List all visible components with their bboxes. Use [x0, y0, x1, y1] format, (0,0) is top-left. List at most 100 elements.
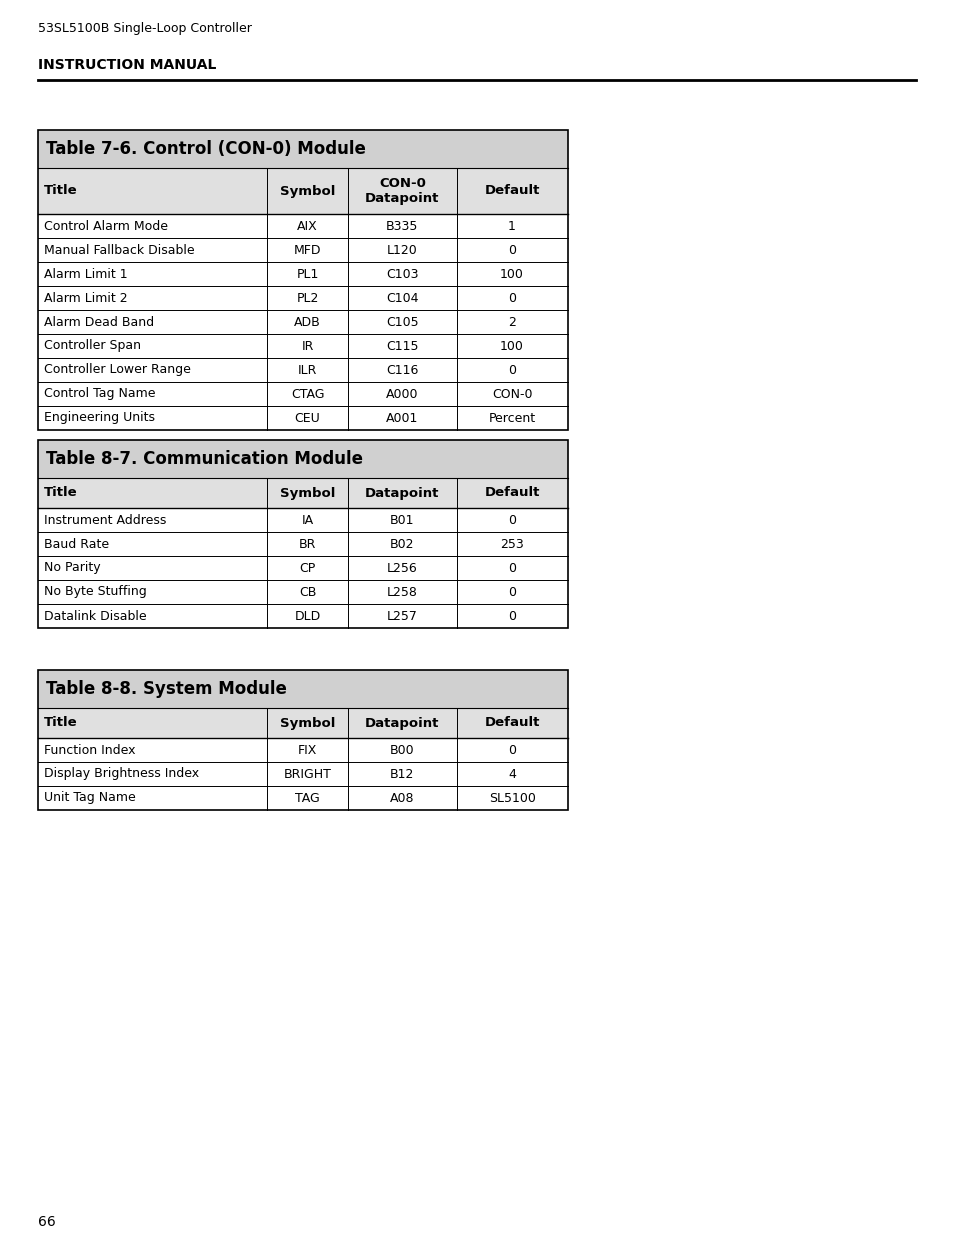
Bar: [38, 358, 567, 382]
Text: 0: 0: [508, 363, 516, 377]
Text: Datapoint: Datapoint: [365, 716, 439, 730]
Text: CP: CP: [299, 562, 315, 574]
Text: ILR: ILR: [297, 363, 316, 377]
Text: 0: 0: [508, 243, 516, 257]
Text: Baud Rate: Baud Rate: [44, 537, 109, 551]
Text: INSTRUCTION MANUAL: INSTRUCTION MANUAL: [38, 58, 216, 72]
Bar: [38, 556, 567, 580]
Text: Unit Tag Name: Unit Tag Name: [44, 792, 135, 804]
Text: Default: Default: [484, 716, 539, 730]
Bar: [38, 262, 567, 287]
Text: 4: 4: [508, 767, 516, 781]
Text: Table 8-8. System Module: Table 8-8. System Module: [46, 680, 287, 698]
Text: CB: CB: [298, 585, 315, 599]
Bar: [38, 604, 567, 629]
Text: L258: L258: [387, 585, 417, 599]
Text: SL5100: SL5100: [488, 792, 535, 804]
Text: 66: 66: [38, 1215, 55, 1229]
Text: CON-0: CON-0: [492, 388, 532, 400]
Text: C115: C115: [386, 340, 418, 352]
Bar: [38, 333, 567, 358]
Text: 0: 0: [508, 743, 516, 757]
Text: Alarm Dead Band: Alarm Dead Band: [44, 315, 154, 329]
Bar: [38, 310, 567, 333]
Text: 0: 0: [508, 610, 516, 622]
Text: Control Tag Name: Control Tag Name: [44, 388, 155, 400]
Text: Symbol: Symbol: [279, 716, 335, 730]
Text: CON-0
Datapoint: CON-0 Datapoint: [365, 177, 439, 205]
Bar: [38, 440, 567, 629]
Text: 0: 0: [508, 514, 516, 526]
Text: Controller Span: Controller Span: [44, 340, 141, 352]
Text: 1: 1: [508, 220, 516, 232]
Text: 253: 253: [499, 537, 523, 551]
Text: Title: Title: [44, 716, 77, 730]
Text: Default: Default: [484, 184, 539, 198]
Text: AIX: AIX: [296, 220, 317, 232]
Text: Title: Title: [44, 487, 77, 499]
Bar: [38, 238, 567, 262]
Text: Function Index: Function Index: [44, 743, 135, 757]
Bar: [38, 130, 567, 168]
Text: 0: 0: [508, 562, 516, 574]
Text: Datalink Disable: Datalink Disable: [44, 610, 147, 622]
Text: C105: C105: [386, 315, 418, 329]
Text: Datapoint: Datapoint: [365, 487, 439, 499]
Text: B01: B01: [390, 514, 415, 526]
Text: Table 8-7. Communication Module: Table 8-7. Communication Module: [46, 450, 363, 468]
Bar: [38, 671, 567, 810]
Text: Percent: Percent: [488, 411, 535, 425]
Text: 0: 0: [508, 291, 516, 305]
Text: No Byte Stuffing: No Byte Stuffing: [44, 585, 147, 599]
Text: Instrument Address: Instrument Address: [44, 514, 166, 526]
Bar: [38, 762, 567, 785]
Text: MFD: MFD: [294, 243, 321, 257]
Bar: [38, 214, 567, 238]
Text: IR: IR: [301, 340, 314, 352]
Text: C103: C103: [386, 268, 418, 280]
Text: Alarm Limit 1: Alarm Limit 1: [44, 268, 128, 280]
Text: Table 7-6. Control (CON-0) Module: Table 7-6. Control (CON-0) Module: [46, 140, 366, 158]
Text: L257: L257: [387, 610, 417, 622]
Text: FIX: FIX: [297, 743, 316, 757]
Bar: [38, 739, 567, 762]
Bar: [38, 382, 567, 406]
Text: PL2: PL2: [296, 291, 318, 305]
Text: Alarm Limit 2: Alarm Limit 2: [44, 291, 128, 305]
Text: Default: Default: [484, 487, 539, 499]
Bar: [38, 130, 567, 430]
Text: 100: 100: [499, 340, 523, 352]
Text: Controller Lower Range: Controller Lower Range: [44, 363, 191, 377]
Text: BRIGHT: BRIGHT: [283, 767, 331, 781]
Bar: [38, 671, 567, 708]
Bar: [38, 785, 567, 810]
Text: 53SL5100B Single-Loop Controller: 53SL5100B Single-Loop Controller: [38, 22, 252, 35]
Text: 2: 2: [508, 315, 516, 329]
Text: B00: B00: [390, 743, 415, 757]
Text: No Parity: No Parity: [44, 562, 100, 574]
Bar: [38, 287, 567, 310]
Text: 100: 100: [499, 268, 523, 280]
Text: TAG: TAG: [294, 792, 319, 804]
Bar: [38, 532, 567, 556]
Bar: [38, 168, 567, 214]
Bar: [38, 580, 567, 604]
Text: A08: A08: [390, 792, 415, 804]
Bar: [38, 478, 567, 508]
Text: B335: B335: [386, 220, 418, 232]
Text: PL1: PL1: [296, 268, 318, 280]
Text: Display Brightness Index: Display Brightness Index: [44, 767, 199, 781]
Text: Symbol: Symbol: [279, 487, 335, 499]
Bar: [38, 708, 567, 739]
Text: BR: BR: [298, 537, 315, 551]
Text: Title: Title: [44, 184, 77, 198]
Text: Control Alarm Mode: Control Alarm Mode: [44, 220, 168, 232]
Text: Manual Fallback Disable: Manual Fallback Disable: [44, 243, 194, 257]
Text: L120: L120: [387, 243, 417, 257]
Text: Engineering Units: Engineering Units: [44, 411, 154, 425]
Text: CTAG: CTAG: [291, 388, 324, 400]
Text: C104: C104: [386, 291, 418, 305]
Text: IA: IA: [301, 514, 314, 526]
Text: A000: A000: [386, 388, 418, 400]
Bar: [38, 440, 567, 478]
